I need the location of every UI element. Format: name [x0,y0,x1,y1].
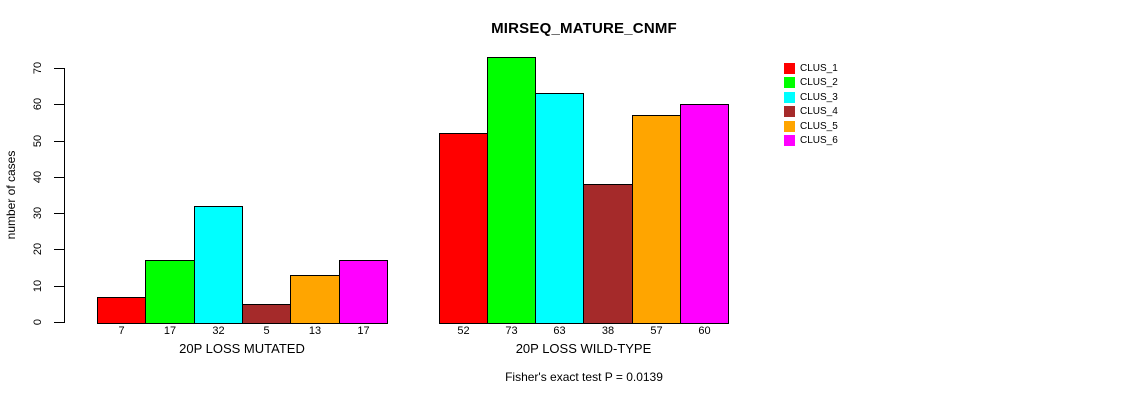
bar-value-label: 60 [698,325,711,337]
bar-value-label: 52 [457,325,470,337]
y-tick-label: 70 [32,61,44,75]
bar-clus_6 [680,104,729,324]
y-axis-tick [54,249,64,250]
legend-item-clus_4: CLUS_4 [784,106,838,118]
legend-item-clus_5: CLUS_5 [784,120,838,132]
y-tick-label: 60 [32,97,44,111]
y-tick-label: 40 [32,170,44,184]
bar-value-label: 7 [118,325,125,337]
y-axis-line [64,68,65,323]
y-axis-tick [54,104,64,105]
legend-item-clus_2: CLUS_2 [784,77,838,89]
legend-item-clus_3: CLUS_3 [784,91,838,103]
bar-value-label: 63 [553,325,566,337]
bar-clus_2 [487,57,536,324]
legend-label: CLUS_1 [800,63,838,74]
bar-clus_5 [290,275,340,324]
y-tick-label: 10 [32,279,44,293]
y-tick-label: 0 [32,318,44,326]
bar-value-label: 17 [163,325,177,337]
legend-label: CLUS_3 [800,91,838,103]
legend-label: CLUS_2 [800,77,838,89]
legend-swatch-clus_5 [784,120,795,132]
legend-swatch-clus_6 [784,134,795,146]
bar-value-label: 32 [212,325,225,337]
bar-value-label: 57 [650,325,663,337]
bar-value-label: 73 [505,325,518,337]
legend-label: CLUS_5 [800,120,838,132]
legend-item-clus_6: CLUS_6 [784,134,838,146]
bar-clus_3 [194,206,243,324]
y-tick-label: 30 [32,206,44,220]
y-axis-title: number of cases [4,150,18,240]
legend-label: CLUS_6 [800,134,838,146]
legend-swatch-clus_1 [784,63,795,74]
bar-clus_5 [632,115,681,324]
bar-clus_1 [97,297,146,324]
y-axis-tick [54,177,64,178]
bar-value-label: 13 [308,325,322,337]
bar-clus_6 [339,260,388,324]
group-label: 20P LOSS MUTATED [179,341,305,356]
y-axis-tick [54,68,64,69]
fisher-test-annotation: Fisher's exact test P = 0.0139 [505,370,663,384]
group-label: 20P LOSS WILD-TYPE [515,341,652,356]
y-axis-tick [54,213,64,214]
bar-value-label: 38 [601,325,615,337]
y-axis-tick [54,141,64,142]
bar-clus_4 [242,304,291,324]
legend-swatch-clus_2 [784,77,795,89]
legend-swatch-clus_4 [784,106,795,118]
legend-label: CLUS_4 [800,106,838,118]
y-tick-label: 20 [32,242,44,256]
bar-clus_1 [439,133,488,324]
bar-clus_4 [583,184,633,324]
bar-clus_3 [535,93,584,324]
bar-value-label: 5 [263,325,270,337]
chart-title: MIRSEQ_MATURE_CNMF [491,20,677,37]
y-tick-label: 50 [32,134,44,148]
y-axis-tick [54,286,64,287]
y-axis-tick [54,322,64,323]
legend-swatch-clus_3 [784,91,795,103]
bar-value-label: 17 [357,325,370,337]
legend-item-clus_1: CLUS_1 [784,63,838,74]
legend: CLUS_1 CLUS_2 CLUS_3 CLUS_4 CLUS_5 CLUS_6 [784,63,838,149]
bar-clus_2 [145,260,195,324]
